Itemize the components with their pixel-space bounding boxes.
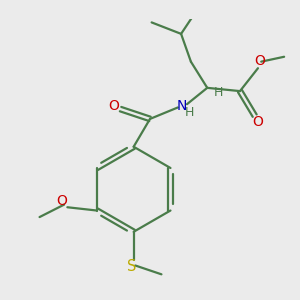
Text: O: O: [253, 115, 263, 129]
Text: O: O: [56, 194, 67, 208]
Text: H: H: [185, 106, 195, 119]
Text: H: H: [214, 86, 224, 99]
Text: N: N: [177, 100, 187, 113]
Text: O: O: [254, 54, 265, 68]
Text: S: S: [127, 259, 137, 274]
Text: O: O: [108, 99, 119, 113]
